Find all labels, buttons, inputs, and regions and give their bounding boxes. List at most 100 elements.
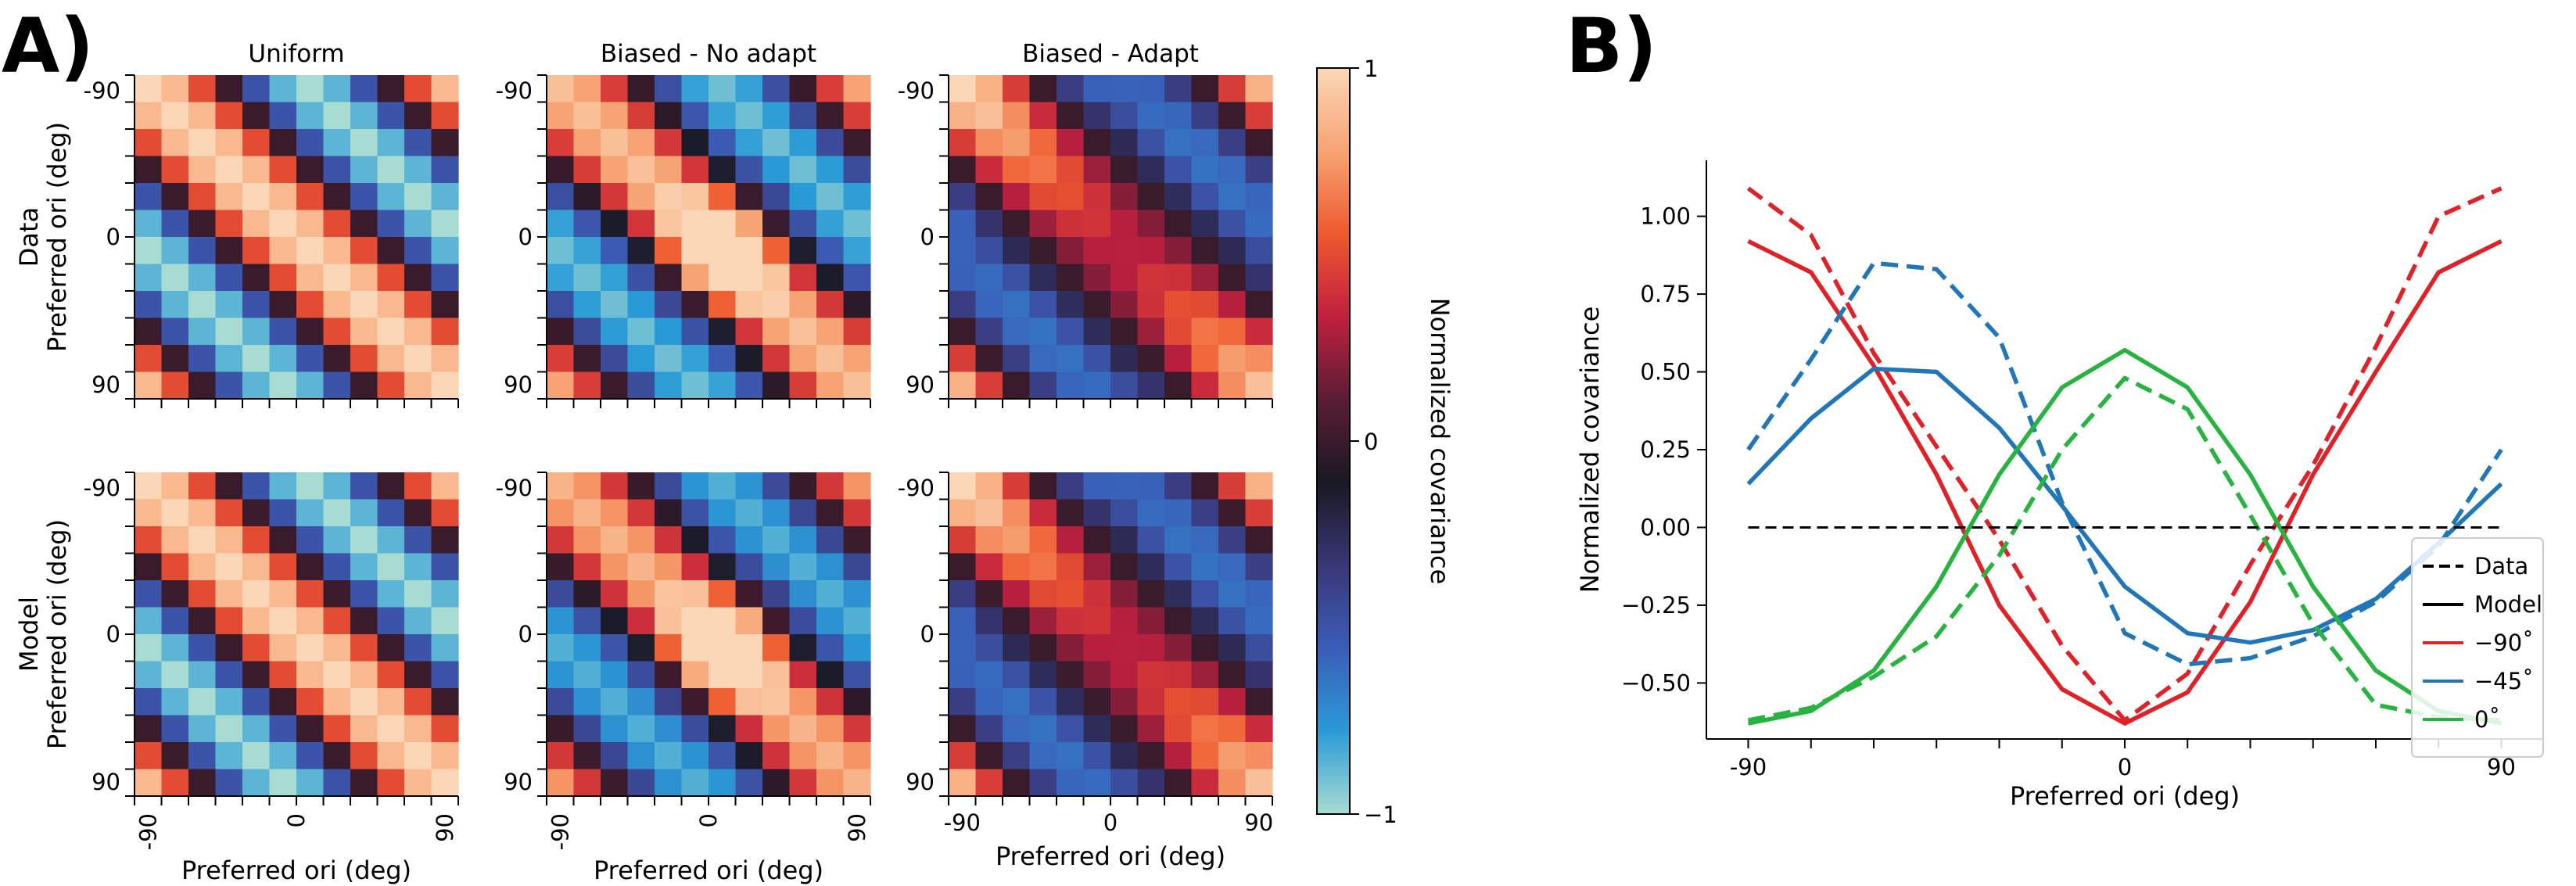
heatmap-cell	[789, 472, 817, 500]
heatmap-cell	[188, 742, 217, 770]
heatmap-cell	[949, 210, 977, 238]
heatmap-cell	[573, 715, 601, 743]
heatmap-cell	[762, 661, 791, 689]
heatmap-cell	[816, 553, 845, 581]
heatmap-cell	[1057, 607, 1085, 635]
heatmap-cell	[269, 156, 297, 184]
heatmap-cell	[547, 129, 575, 157]
heatmap-cell	[350, 607, 379, 635]
x-tick-label: -90	[135, 813, 161, 850]
x-tick-label: -90	[944, 809, 981, 836]
heatmap-cell	[681, 742, 709, 770]
heatmap-cell	[789, 580, 817, 608]
heatmap-cell	[1083, 769, 1111, 797]
heatmap-cell	[681, 371, 709, 400]
heatmap-cell	[762, 472, 791, 500]
heatmap-cell	[1083, 634, 1111, 662]
heatmap-cell	[975, 634, 1003, 662]
heatmap-cell	[1083, 742, 1111, 770]
heatmap-cell	[709, 715, 737, 743]
heatmap-cell	[709, 264, 737, 292]
heatmap-cell	[601, 526, 629, 554]
heatmap-cell	[377, 129, 405, 157]
heatmap-cell	[709, 75, 737, 103]
panel-b-label: B)	[1566, 2, 1657, 90]
heatmap-cell	[1245, 183, 1273, 211]
heatmap-cell	[975, 156, 1003, 184]
heatmap-cell	[1083, 345, 1111, 373]
colorbar-label: Normalized covariance	[1425, 298, 1455, 585]
heatmap-cell	[681, 156, 709, 184]
heatmap-cell	[1137, 317, 1165, 346]
heatmap-cell	[377, 210, 405, 238]
heatmap-cell	[1110, 715, 1139, 743]
heatmap-cell	[709, 237, 737, 265]
heatmap-cell	[1057, 715, 1085, 743]
heatmap-cell	[709, 317, 737, 346]
heatmap-cell	[709, 526, 737, 554]
heatmap-cell	[431, 317, 459, 346]
heatmap-cell	[215, 499, 243, 527]
heatmap-cell	[1218, 742, 1247, 770]
heatmap-cell	[1029, 661, 1057, 689]
heatmap-cell	[431, 580, 459, 608]
heatmap-cell	[215, 607, 243, 635]
heatmap-cell	[816, 156, 845, 184]
heatmap-cell	[215, 291, 243, 319]
heatmap-cell	[1110, 183, 1139, 211]
heatmap-cell	[1191, 291, 1219, 319]
heatmap-cell	[627, 102, 655, 130]
heatmap-cell	[377, 264, 405, 292]
heatmap-cell	[1057, 129, 1085, 157]
heatmap-cell	[627, 371, 655, 400]
heatmap-cell	[627, 317, 655, 346]
heatmap-cell	[601, 499, 629, 527]
heatmap-cell	[1164, 237, 1193, 265]
heatmap-cell	[816, 526, 845, 554]
heatmap-cell	[655, 472, 683, 500]
heatmap-cell	[323, 345, 351, 373]
heatmap-cell	[1137, 75, 1165, 103]
heatmap-cell	[601, 237, 629, 265]
heatmap-cell	[1191, 580, 1219, 608]
heatmap-cell	[431, 499, 459, 527]
legend-label: −90˚	[2474, 630, 2534, 656]
heatmap-cell	[1057, 264, 1085, 292]
heatmap-cell	[135, 75, 163, 103]
heatmap-cell	[1137, 634, 1165, 662]
heatmap-cell	[789, 715, 817, 743]
heatmap-cell	[547, 553, 575, 581]
heatmap-cell	[1003, 102, 1031, 130]
heatmap-cell	[161, 183, 189, 211]
heatmap-cell	[816, 715, 845, 743]
heatmap-cell	[1191, 688, 1219, 716]
heatmap-cell	[1218, 345, 1247, 373]
heatmap-cell	[431, 183, 459, 211]
heatmap-cell	[975, 499, 1003, 527]
heatmap-cell	[843, 210, 871, 238]
heatmap-cell	[816, 75, 845, 103]
heatmap-cell	[161, 499, 189, 527]
heatmap-cell	[215, 102, 243, 130]
heatmap-cell	[816, 688, 845, 716]
legend-box	[2411, 537, 2544, 758]
heatmap-cell	[681, 580, 709, 608]
heatmap-cell	[404, 371, 432, 400]
heatmap-cell	[547, 715, 575, 743]
heatmap-cell	[949, 580, 977, 608]
heatmap-cell	[431, 526, 459, 554]
heatmap-cell	[1218, 317, 1247, 346]
heatmap-title-1: Biased - No adapt	[601, 40, 816, 68]
heatmap-cell	[296, 264, 325, 292]
heatmap-cell	[843, 526, 871, 554]
heatmap-cell	[573, 553, 601, 581]
heatmap-cell	[323, 688, 351, 716]
heatmap-cell	[350, 580, 379, 608]
heatmap-cell	[431, 688, 459, 716]
heatmap-cell	[404, 317, 432, 346]
heatmap-cell	[377, 607, 405, 635]
heatmap-cell	[1083, 715, 1111, 743]
heatmap-cell	[215, 317, 243, 346]
y-tick-label: 90	[504, 371, 533, 398]
heatmap-cell	[1083, 102, 1111, 130]
